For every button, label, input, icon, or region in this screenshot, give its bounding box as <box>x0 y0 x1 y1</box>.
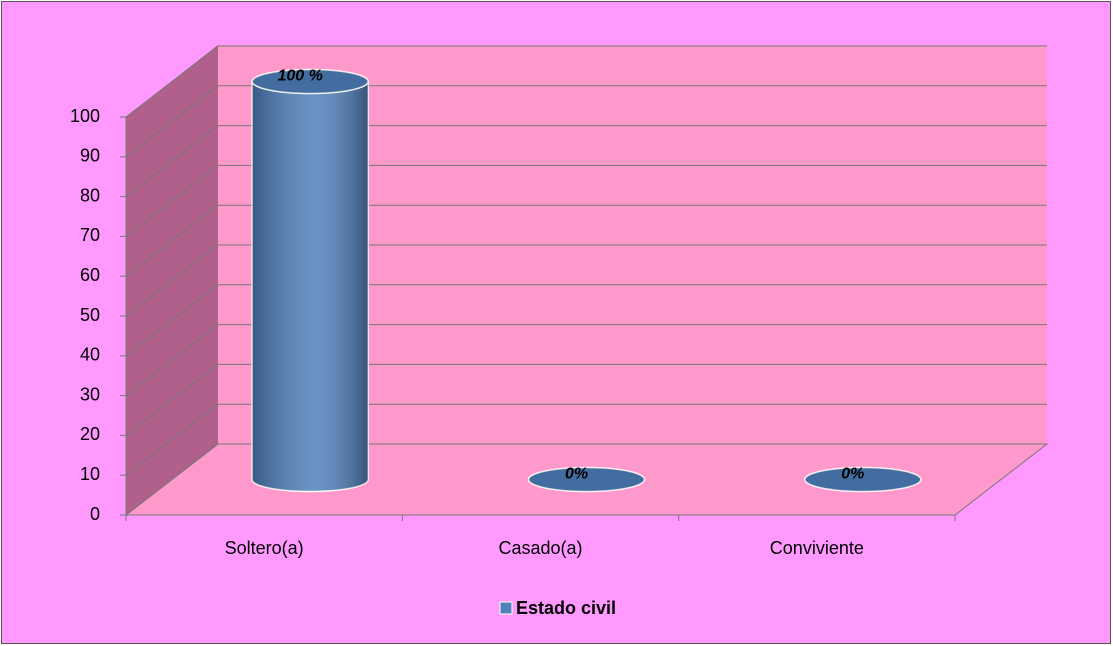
grid-line <box>125 324 219 396</box>
y-tick-label: 100 <box>70 106 100 126</box>
y-tick-label: 90 <box>80 146 100 166</box>
bar-top <box>251 68 369 95</box>
bar-top-shade <box>252 69 369 94</box>
grid-line <box>125 125 219 197</box>
bar-top-shade <box>528 467 645 492</box>
x-tick-label: Soltero(a) <box>225 538 304 558</box>
x-tick-label: Conviviente <box>770 538 864 558</box>
grid-line <box>125 165 219 237</box>
y-tick-label: 10 <box>80 464 100 484</box>
grid-line <box>125 443 219 516</box>
x-tick-label: Casado(a) <box>498 538 582 558</box>
bar-top-shade <box>804 467 921 492</box>
y-tick-label: 0 <box>90 504 100 524</box>
data-label: 0% <box>565 466 588 483</box>
grid-line <box>125 85 219 158</box>
y-tick-label: 20 <box>80 424 100 444</box>
y-tick-label: 50 <box>80 305 100 325</box>
data-label: 100 % <box>277 68 322 85</box>
marks: 100 % 0% 0% <box>251 68 922 493</box>
grid-line <box>125 364 219 436</box>
y-tick-label: 40 <box>80 345 100 365</box>
legend-label: Estado civil <box>516 598 616 618</box>
y-tick-label: 80 <box>80 185 100 205</box>
grid-line <box>125 284 219 357</box>
y-tick-label: 30 <box>80 384 100 404</box>
bar-top <box>527 466 646 493</box>
legend-swatch <box>499 601 513 615</box>
grid-line <box>125 244 219 317</box>
grid-line <box>125 403 219 476</box>
data-label: 0% <box>841 466 864 483</box>
grid-line <box>125 45 219 118</box>
grid-line <box>125 204 219 277</box>
bar-shade <box>252 81 369 492</box>
legend: Estado civil <box>499 598 616 618</box>
y-tick-label: 60 <box>80 265 100 285</box>
y-tick-label: 70 <box>80 225 100 245</box>
bar-top <box>804 466 922 493</box>
